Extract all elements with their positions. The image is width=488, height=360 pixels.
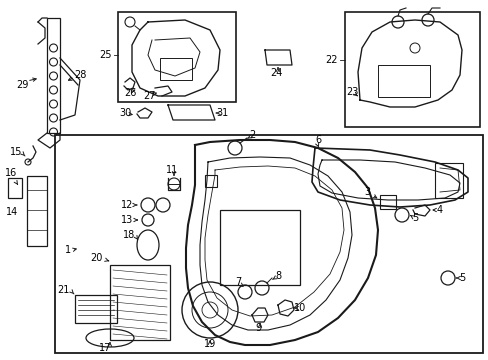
Text: 14: 14 [6,207,18,217]
Bar [160,58,192,80]
Text: 21: 21 [58,285,70,295]
Bar [55,135,482,353]
Text: 18: 18 [122,230,135,240]
Text: 6: 6 [314,135,321,145]
Bar [434,163,462,198]
Text: 31: 31 [215,108,228,118]
Bar [75,295,117,323]
Bar [220,210,299,285]
Text: 17: 17 [99,343,111,353]
Bar [377,65,429,97]
Text: 7: 7 [234,277,241,287]
Text: 25: 25 [99,50,112,60]
Bar [345,12,479,127]
Text: 3: 3 [363,187,369,197]
Text: 22: 22 [325,55,337,65]
Text: 19: 19 [203,339,216,349]
Text: 20: 20 [90,253,103,263]
Bar [118,12,236,102]
Text: 16: 16 [5,168,17,178]
Text: 1: 1 [65,245,71,255]
Text: 15: 15 [10,147,22,157]
Bar [110,265,170,340]
Text: 24: 24 [269,68,282,78]
Text: 4: 4 [436,205,442,215]
Text: 23: 23 [345,87,357,97]
Text: 9: 9 [254,323,261,333]
Text: 8: 8 [274,271,281,281]
Text: 29: 29 [16,80,28,90]
Text: 10: 10 [293,303,305,313]
Text: 2: 2 [248,130,255,140]
Text: 5: 5 [458,273,464,283]
Bar [27,176,47,246]
Text: 27: 27 [143,91,156,101]
Bar [47,18,60,133]
Text: 30: 30 [119,108,131,118]
Text: 12: 12 [121,200,133,210]
Bar [379,195,395,209]
Text: 11: 11 [165,165,178,175]
Text: 26: 26 [123,88,136,98]
Bar [8,178,22,198]
Bar [204,175,217,187]
Text: 5: 5 [411,213,417,223]
Text: 13: 13 [121,215,133,225]
Text: 28: 28 [74,70,86,80]
